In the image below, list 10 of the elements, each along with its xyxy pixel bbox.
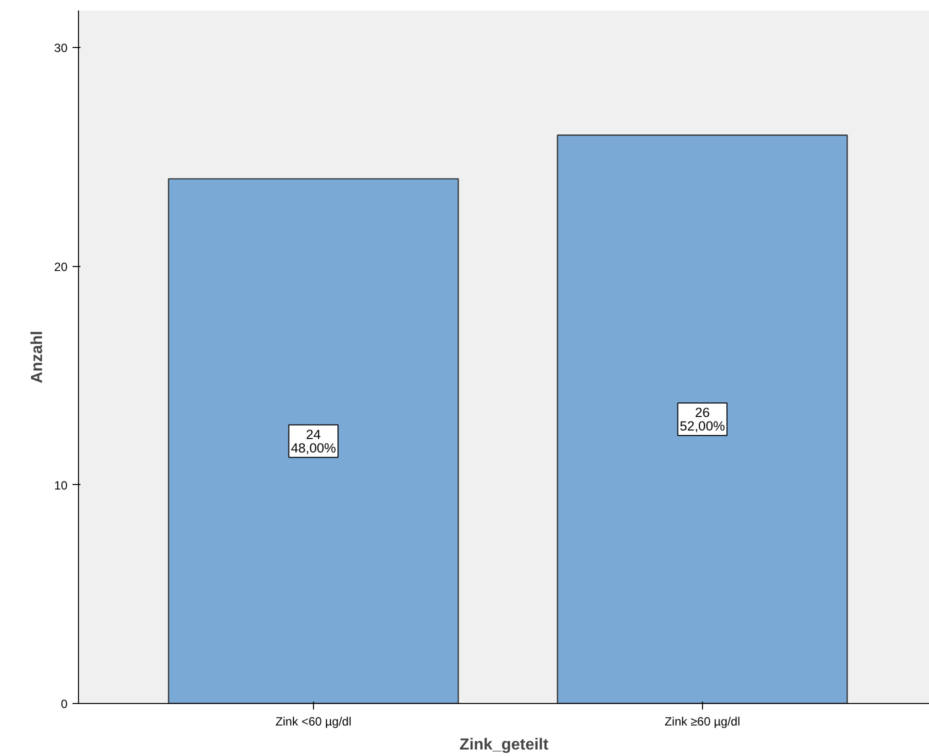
x-tick-label: Zink ≥60 µg/dl: [664, 714, 740, 728]
data-label: 24 48,00%: [290, 426, 336, 456]
x-tick-label: Zink <60 µg/dl: [275, 714, 352, 728]
x-axis-title: Zink_geteilt: [460, 736, 550, 754]
y-tick-label: 0: [60, 697, 68, 711]
y-axis-title: Anzahl: [29, 330, 46, 384]
data-label: 26 52,00%: [680, 405, 726, 434]
y-tick-label: 10: [54, 478, 68, 492]
y-tick-label: 20: [54, 260, 68, 274]
y-tick-label: 30: [54, 41, 68, 56]
